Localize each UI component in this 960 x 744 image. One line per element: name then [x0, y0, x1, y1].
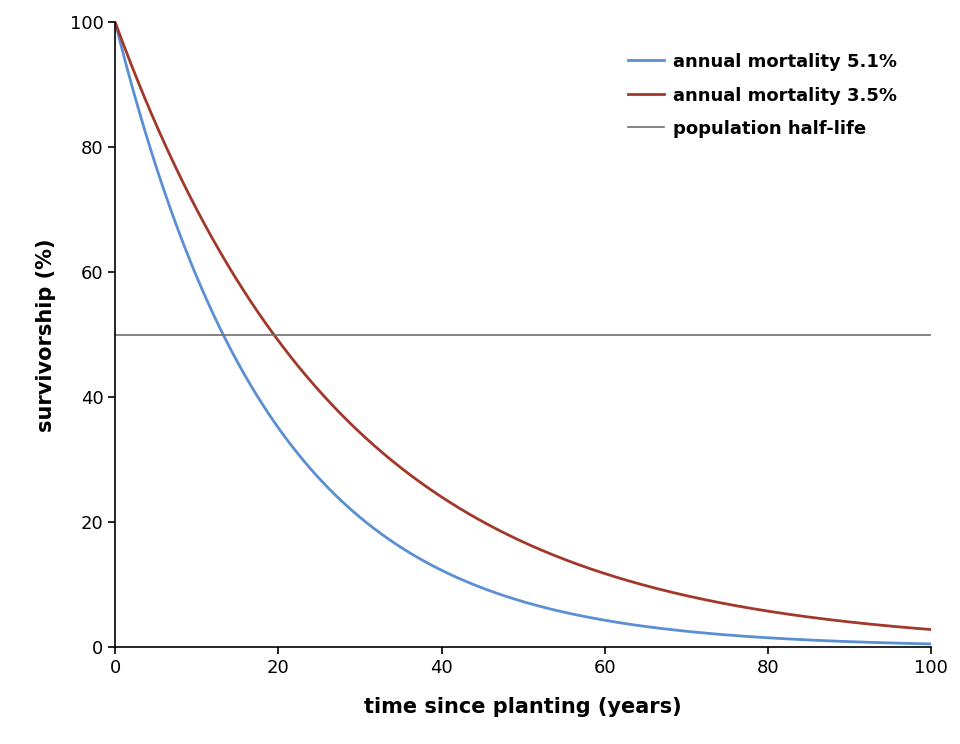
annual mortality 3.5% — [151, 122, 162, 131]
annual mortality 5.1% — [485, 586, 496, 595]
Y-axis label: survivorship (%): survivorship (%) — [36, 238, 56, 432]
annual mortality 5.1% — [901, 639, 913, 648]
Line: annual mortality 3.5%: annual mortality 3.5% — [115, 22, 931, 629]
annual mortality 5.1% — [752, 632, 763, 641]
annual mortality 5.1% — [901, 639, 913, 648]
Line: annual mortality 5.1%: annual mortality 5.1% — [115, 22, 931, 644]
annual mortality 3.5% — [752, 605, 763, 614]
annual mortality 5.1% — [151, 164, 162, 173]
annual mortality 3.5% — [901, 623, 913, 632]
annual mortality 3.5% — [506, 532, 517, 541]
population half-life — [109, 330, 121, 339]
annual mortality 5.1% — [506, 594, 517, 603]
annual mortality 5.1% — [109, 18, 121, 27]
annual mortality 3.5% — [485, 522, 496, 530]
annual mortality 5.1% — [925, 640, 937, 649]
annual mortality 3.5% — [109, 18, 121, 27]
Legend: annual mortality 5.1%, annual mortality 3.5%, population half-life: annual mortality 5.1%, annual mortality … — [618, 44, 906, 147]
population half-life — [117, 330, 129, 339]
annual mortality 3.5% — [925, 625, 937, 634]
annual mortality 3.5% — [901, 623, 913, 632]
X-axis label: time since planting (years): time since planting (years) — [365, 696, 682, 716]
